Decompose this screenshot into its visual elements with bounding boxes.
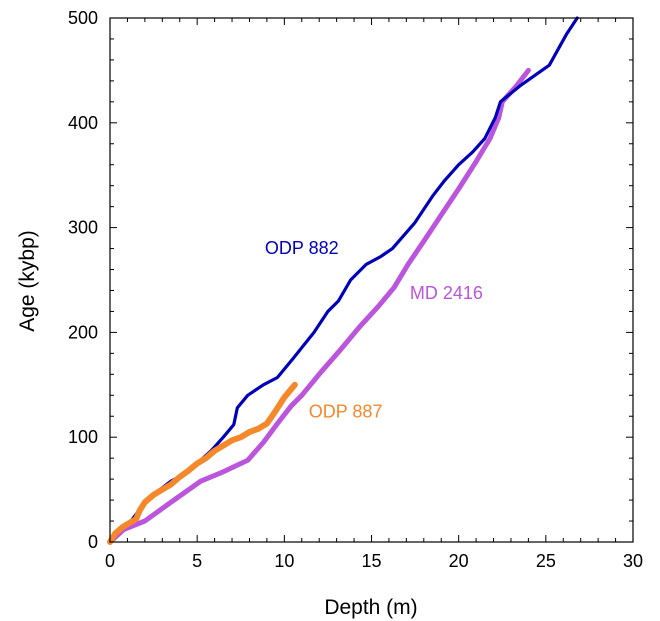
y-major-ticks xyxy=(110,17,633,543)
x-minor-ticks xyxy=(126,18,617,542)
y-minor-ticks xyxy=(110,38,633,522)
x-tick-label: 5 xyxy=(192,551,202,571)
x-tick-label: 20 xyxy=(449,551,469,571)
series-line-md-2416 xyxy=(107,67,531,545)
x-tick-label: 30 xyxy=(623,551,643,571)
x-tick-labels: 0 5 10 15 20 25 30 xyxy=(105,551,643,571)
x-tick-label: 0 xyxy=(105,551,115,571)
y-tick-labels: 0 100 200 300 400 500 xyxy=(68,8,98,552)
y-tick-label: 0 xyxy=(88,532,98,552)
series-label-odp-882: ODP 882 xyxy=(265,238,339,258)
x-tick-label: 25 xyxy=(536,551,556,571)
annotation-group: ODP 882 MD 2416 ODP 887 xyxy=(265,238,483,421)
y-tick-label: 400 xyxy=(68,113,98,133)
series-group xyxy=(107,16,579,545)
series-line-odp-887 xyxy=(107,381,298,545)
y-tick-label: 500 xyxy=(68,8,98,28)
y-tick-label: 100 xyxy=(68,427,98,447)
y-tick-label: 300 xyxy=(68,218,98,238)
y-axis-title: Age (kybp) xyxy=(16,230,39,332)
series-line-odp-882 xyxy=(108,16,579,544)
series-label-odp-887: ODP 887 xyxy=(309,401,383,421)
plot-frame xyxy=(109,17,634,543)
x-axis-title: Depth (m) xyxy=(324,596,417,619)
y-tick-label: 200 xyxy=(68,322,98,342)
x-tick-label: 10 xyxy=(274,551,294,571)
x-tick-label: 15 xyxy=(361,551,381,571)
series-label-md-2416: MD 2416 xyxy=(410,283,483,303)
x-major-ticks xyxy=(109,18,634,542)
